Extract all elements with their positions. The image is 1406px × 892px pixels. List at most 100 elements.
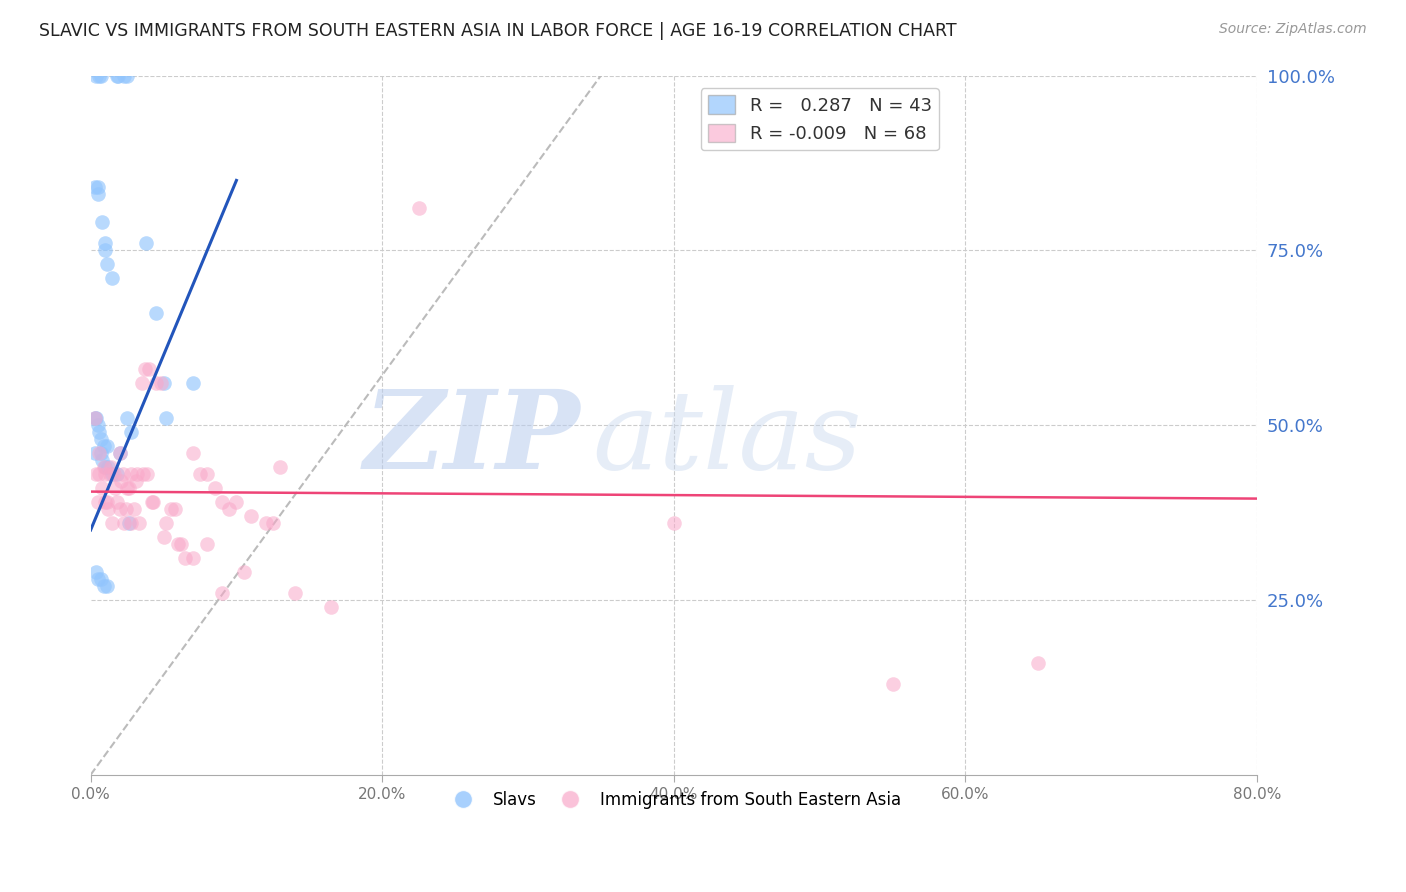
Text: SLAVIC VS IMMIGRANTS FROM SOUTH EASTERN ASIA IN LABOR FORCE | AGE 16-19 CORRELAT: SLAVIC VS IMMIGRANTS FROM SOUTH EASTERN …: [39, 22, 957, 40]
Point: [262, 516, 284, 530]
Legend: Slavs, Immigrants from South Eastern Asia: Slavs, Immigrants from South Eastern Asi…: [440, 784, 908, 815]
Point: [117, 516, 139, 530]
Point: [131, 376, 153, 391]
Point: [218, 502, 240, 516]
Point: [87, 418, 110, 433]
Point: [96, 439, 118, 453]
Point: [269, 460, 291, 475]
Point: [93, 460, 115, 475]
Point: [882, 677, 904, 691]
Point: [117, 481, 139, 495]
Point: [188, 467, 211, 482]
Point: [181, 551, 204, 566]
Point: [155, 411, 177, 425]
Point: [120, 516, 142, 530]
Point: [195, 467, 218, 482]
Point: [108, 446, 131, 460]
Point: [90, 69, 112, 83]
Point: [165, 502, 187, 516]
Point: [98, 467, 121, 482]
Point: [86, 411, 108, 425]
Point: [91, 481, 114, 495]
Point: [94, 236, 117, 251]
Point: [232, 565, 254, 579]
Point: [115, 411, 138, 425]
Point: [105, 69, 128, 83]
Point: [159, 502, 181, 516]
Point: [240, 509, 263, 524]
Text: Source: ZipAtlas.com: Source: ZipAtlas.com: [1219, 22, 1367, 37]
Point: [86, 565, 108, 579]
Point: [145, 306, 167, 320]
Point: [167, 537, 190, 551]
Point: [142, 495, 165, 509]
Point: [105, 467, 128, 482]
Point: [108, 446, 131, 460]
Point: [254, 516, 277, 530]
Point: [84, 411, 107, 425]
Point: [89, 446, 111, 460]
Point: [90, 572, 112, 586]
Text: atlas: atlas: [592, 385, 862, 493]
Point: [91, 453, 114, 467]
Point: [89, 69, 111, 83]
Point: [94, 467, 117, 482]
Point: [127, 467, 149, 482]
Point: [94, 460, 117, 475]
Point: [93, 579, 115, 593]
Point: [89, 467, 111, 482]
Point: [111, 467, 134, 482]
Point: [84, 180, 107, 194]
Point: [136, 467, 159, 482]
Point: [181, 376, 204, 391]
Point: [284, 586, 307, 600]
Point: [174, 551, 197, 566]
Point: [93, 439, 115, 453]
Point: [107, 69, 129, 83]
Point: [94, 495, 117, 509]
Point: [91, 215, 114, 229]
Point: [104, 481, 127, 495]
Point: [115, 481, 138, 495]
Point: [108, 502, 131, 516]
Point: [101, 467, 124, 482]
Point: [84, 411, 107, 425]
Point: [120, 425, 142, 439]
Point: [112, 516, 135, 530]
Point: [96, 257, 118, 271]
Point: [204, 481, 226, 495]
Point: [1028, 656, 1050, 670]
Point: [195, 537, 218, 551]
Point: [86, 467, 108, 482]
Point: [97, 460, 120, 475]
Point: [87, 495, 110, 509]
Point: [321, 599, 343, 614]
Point: [87, 572, 110, 586]
Point: [128, 516, 150, 530]
Point: [87, 187, 110, 202]
Point: [115, 69, 138, 83]
Point: [90, 446, 112, 460]
Point: [84, 446, 107, 460]
Point: [141, 495, 163, 509]
Point: [408, 202, 430, 216]
Point: [134, 362, 156, 376]
Point: [105, 495, 128, 509]
Point: [103, 467, 125, 482]
Point: [152, 376, 174, 391]
Point: [110, 474, 132, 488]
Point: [101, 271, 124, 285]
Point: [96, 579, 118, 593]
Point: [149, 376, 172, 391]
Point: [225, 495, 247, 509]
Point: [138, 362, 160, 376]
Point: [89, 425, 111, 439]
Point: [120, 467, 142, 482]
Point: [87, 180, 110, 194]
Point: [86, 69, 108, 83]
Point: [152, 530, 174, 544]
Point: [100, 460, 122, 475]
Point: [97, 502, 120, 516]
Point: [125, 474, 148, 488]
Point: [90, 432, 112, 446]
